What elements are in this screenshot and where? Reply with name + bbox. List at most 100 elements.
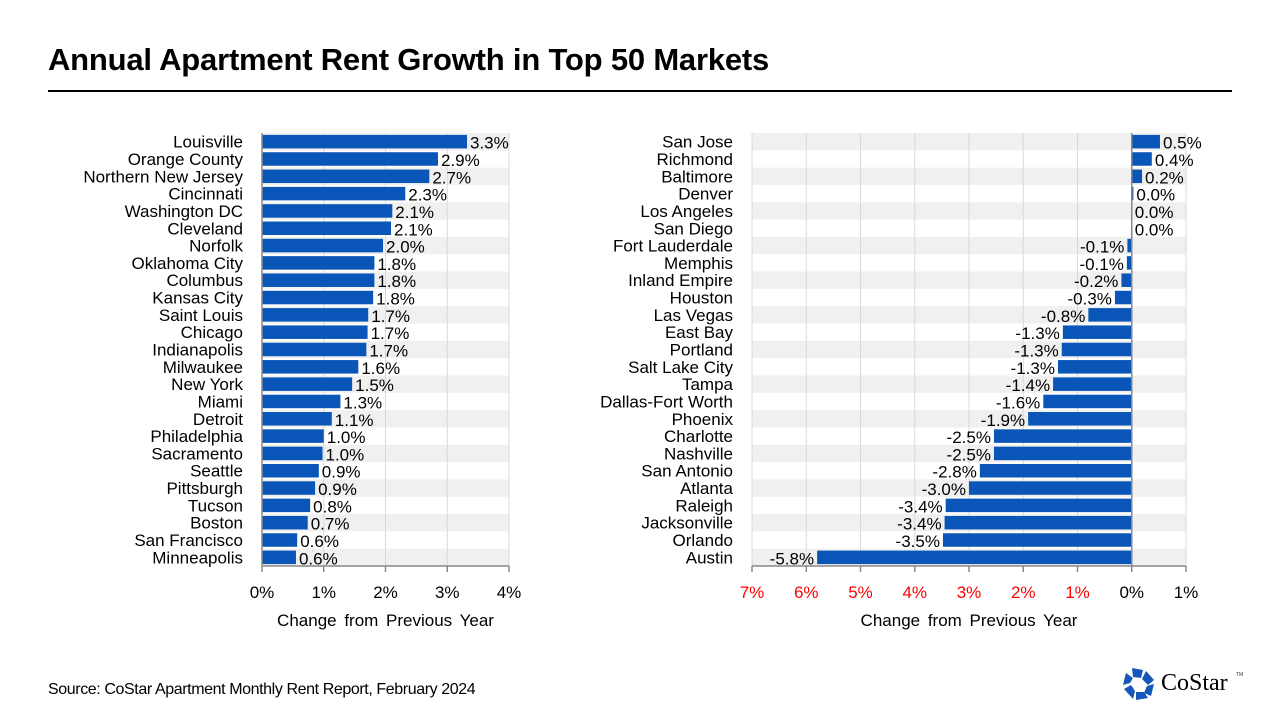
category-label: Richmond <box>656 150 733 169</box>
data-label: 0.6% <box>300 532 339 551</box>
bar <box>1114 290 1132 305</box>
category-label: Minneapolis <box>152 548 243 567</box>
data-label: 0.2% <box>1145 168 1184 187</box>
x-tick-label: 0% <box>250 583 275 602</box>
data-label: -0.2% <box>1074 272 1118 291</box>
category-label: Austin <box>686 548 733 567</box>
data-label: 1.8% <box>376 290 415 309</box>
bar <box>942 533 1132 547</box>
chart-left-top-markets: 0% 1% 2% 3% 4%Change from Previous Year Louis… <box>83 133 521 630</box>
category-label: Cleveland <box>167 219 243 238</box>
data-label: 1.5% <box>355 376 394 395</box>
page-title: Annual Apartment Rent Growth in Top 50 M… <box>48 42 770 77</box>
bar <box>1127 238 1132 253</box>
logo-wordmark: CoStar <box>1161 670 1228 696</box>
bar <box>993 429 1132 443</box>
category-label: Denver <box>678 185 733 204</box>
category-label: Orange County <box>128 150 244 169</box>
data-label: -3.0% <box>922 480 966 499</box>
bar <box>262 481 316 495</box>
category-label: Norfolk <box>189 237 243 256</box>
chart-right-bottom-markets: 7% 6% 5% 4% 3% 2% 1% 0% 1% Change from Previous Y… <box>600 133 1202 630</box>
category-label: Sacramento <box>151 444 243 463</box>
source-note: Source: CoStar Apartment Monthly Rent Re… <box>48 681 476 698</box>
category-label: Fort Lauderdale <box>613 237 733 256</box>
data-label: 1.7% <box>371 324 410 343</box>
x-tick-label: 5% <box>848 583 873 602</box>
category-label: Northern New Jersey <box>83 167 243 186</box>
category-label: Detroit <box>193 410 243 429</box>
category-label: San Jose <box>662 133 733 152</box>
category-label: Oklahoma City <box>132 254 244 273</box>
category-label: Tucson <box>188 496 243 515</box>
x-tick-label: 7% <box>740 583 765 602</box>
data-label: -1.6% <box>996 393 1040 412</box>
category-label: Pittsburgh <box>166 479 243 498</box>
bar <box>1043 394 1132 409</box>
data-label: 0.8% <box>313 497 352 516</box>
data-label: 2.1% <box>395 203 434 222</box>
bar <box>262 308 369 322</box>
data-label: -2.8% <box>932 463 976 482</box>
costar-logo: CoStar TM <box>1121 664 1245 704</box>
data-label: 2.0% <box>386 238 425 257</box>
bar <box>993 446 1132 461</box>
bar <box>262 290 374 305</box>
data-label: -0.1% <box>1080 238 1124 257</box>
title-divider <box>48 90 1232 92</box>
data-label: 1.7% <box>369 342 408 361</box>
category-label: Salt Lake City <box>628 358 733 377</box>
category-label: Kansas City <box>152 289 243 308</box>
data-label: 2.3% <box>408 186 447 205</box>
category-label: Miami <box>198 392 243 411</box>
bar <box>1028 412 1132 426</box>
category-label: Seattle <box>190 462 243 481</box>
category-label: Inland Empire <box>628 271 733 290</box>
bar <box>945 498 1132 513</box>
category-label: San Francisco <box>134 531 243 550</box>
bar <box>262 342 367 357</box>
x-tick-label: 6% <box>794 583 819 602</box>
x-tick-label: 2% <box>373 583 398 602</box>
bar <box>262 204 393 218</box>
category-label: East Bay <box>665 323 734 342</box>
category-label: Boston <box>190 514 243 533</box>
category-label: Orlando <box>673 531 733 550</box>
data-label: 2.7% <box>432 168 471 187</box>
bar <box>262 256 375 270</box>
data-label: 3.3% <box>470 134 509 153</box>
x-tick-label: 3% <box>957 583 982 602</box>
category-label: Memphis <box>664 254 733 273</box>
x-axis-title: Change from Previous Year <box>277 611 494 630</box>
category-label: Houston <box>670 289 733 308</box>
category-label: Saint Louis <box>159 306 243 325</box>
bar <box>979 463 1132 478</box>
category-label: Nashville <box>664 444 733 463</box>
category-label: New York <box>171 375 243 394</box>
x-tick-label: 4% <box>902 583 927 602</box>
category-label: Atlanta <box>680 479 733 498</box>
bar <box>262 273 375 287</box>
logo-trademark: TM <box>1236 672 1244 678</box>
data-label: 1.3% <box>343 393 382 412</box>
bar <box>1062 325 1132 339</box>
data-label: 1.8% <box>377 255 416 274</box>
data-label: 0.0% <box>1135 220 1174 239</box>
data-label: 0.6% <box>299 549 338 568</box>
data-label: 0.7% <box>311 515 350 534</box>
category-label: Philadelphia <box>150 427 243 446</box>
x-tick-label: 1% <box>1174 583 1199 602</box>
data-label: -1.3% <box>1014 342 1058 361</box>
bar <box>1057 360 1132 374</box>
data-label: 0.9% <box>322 463 361 482</box>
bar <box>1053 377 1132 391</box>
category-label: Indianapolis <box>152 341 243 360</box>
data-label: -2.5% <box>947 428 991 447</box>
category-label: Washington DC <box>125 202 243 221</box>
category-label: Baltimore <box>661 167 733 186</box>
bar <box>1061 342 1132 357</box>
category-label: Columbus <box>166 271 243 290</box>
costar-star-logo-icon <box>1123 668 1154 700</box>
data-label: -1.9% <box>981 411 1025 430</box>
bar <box>262 134 468 149</box>
